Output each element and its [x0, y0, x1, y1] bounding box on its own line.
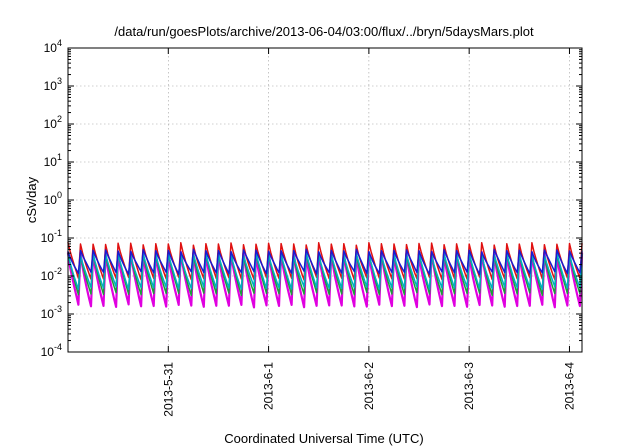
x-tick-label: 2013-5-31: [161, 362, 175, 417]
y-tick-label: 102: [44, 114, 62, 131]
series-layer: [66, 241, 584, 309]
x-tick-label: 2013-6-1: [262, 362, 276, 410]
x-tick-label: 2013-6-3: [462, 362, 476, 410]
y-tick-label: 101: [44, 152, 62, 169]
x-axis: 2013-5-31 2013-6-1 2013-6-2 2013-6-3 2013-6-…: [161, 48, 576, 417]
series-line: [66, 250, 584, 309]
y-tick-label: 103: [44, 76, 62, 93]
chart-title: /data/run/goesPlots/archive/2013-06-04/0…: [114, 24, 534, 39]
x-tick-label: 2013-6-4: [562, 362, 576, 410]
y-tick-label: 100: [44, 190, 62, 207]
y-tick-label: 10-1: [41, 228, 62, 245]
y-tick-label: 104: [44, 38, 62, 55]
x-tick-label: 2013-6-2: [362, 362, 376, 410]
y-axis: 10-4 10-3 10-2 10-1 100 101 102 103 104: [41, 38, 582, 359]
series-line: [67, 252, 583, 291]
y-axis-label: cSv/day: [24, 176, 39, 223]
grid: [68, 48, 582, 352]
series-line: [67, 252, 583, 297]
x-axis-label: Coordinated Universal Time (UTC): [224, 431, 423, 446]
y-tick-label: 10-4: [41, 342, 62, 359]
series-line: [67, 248, 583, 276]
y-tick-label: 10-2: [41, 266, 62, 283]
y-tick-label: 10-3: [41, 304, 62, 321]
